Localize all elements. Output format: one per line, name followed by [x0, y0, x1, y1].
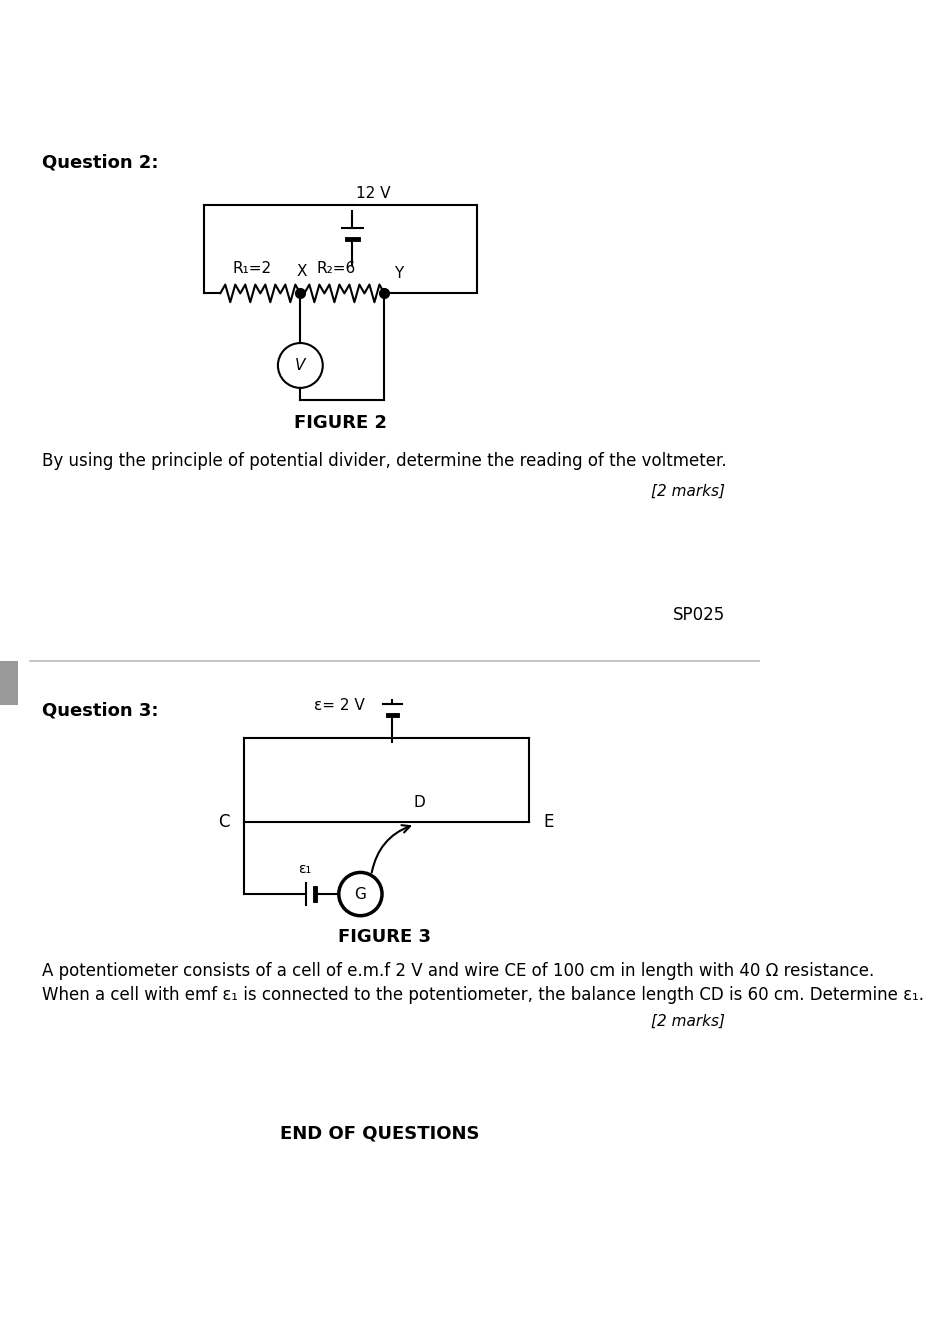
Text: END OF QUESTIONS: END OF QUESTIONS [280, 1124, 479, 1142]
Text: [2 marks]: [2 marks] [651, 484, 725, 498]
Text: Y: Y [394, 266, 403, 282]
FancyArrowPatch shape [372, 825, 410, 873]
Text: FIGURE 3: FIGURE 3 [338, 928, 431, 945]
Text: ε₁: ε₁ [298, 862, 311, 876]
Text: 12 V: 12 V [357, 186, 391, 201]
Text: X: X [297, 264, 307, 279]
Text: [2 marks]: [2 marks] [651, 1014, 725, 1030]
Text: ε= 2 V: ε= 2 V [314, 698, 364, 714]
Text: Question 3:: Question 3: [42, 702, 158, 720]
Text: G: G [355, 887, 366, 902]
Text: R₁=2: R₁=2 [233, 260, 271, 276]
Bar [0, 661, 18, 705]
Text: By using the principle of potential divider, determine the reading of the voltme: By using the principle of potential divi… [42, 452, 726, 469]
Text: D: D [413, 795, 425, 810]
Text: R₂=6: R₂=6 [316, 260, 356, 276]
Text: A potentiometer consists of a cell of e.m.f 2 V and wire CE of 100 cm in length : A potentiometer consists of a cell of e.… [42, 962, 874, 980]
Text: SP025: SP025 [673, 605, 725, 624]
Text: V: V [295, 358, 306, 373]
Text: E: E [543, 813, 553, 832]
Text: Question 2:: Question 2: [42, 153, 158, 172]
Text: When a cell with emf ε₁ is connected to the potentiometer, the balance length CD: When a cell with emf ε₁ is connected to … [42, 986, 923, 1005]
Text: FIGURE 2: FIGURE 2 [294, 414, 387, 432]
Text: C: C [218, 813, 230, 832]
